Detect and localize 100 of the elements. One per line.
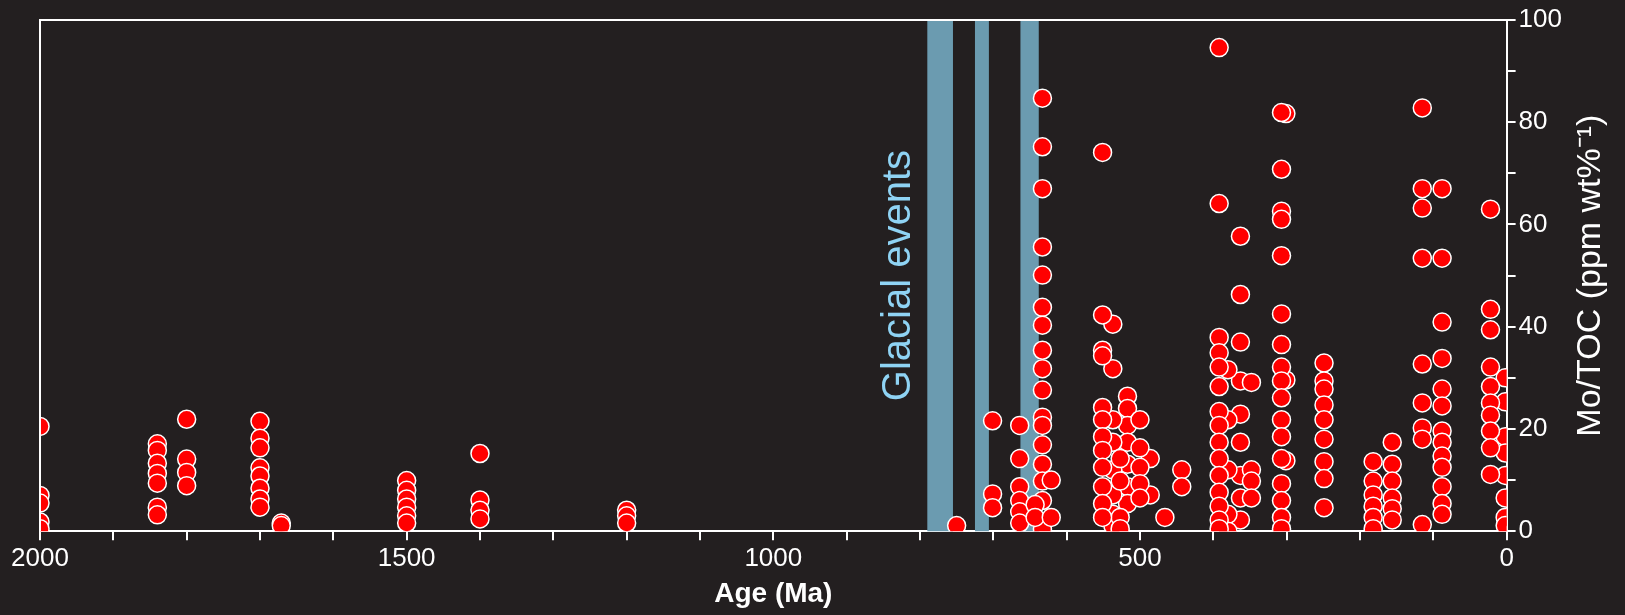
point: [1480, 438, 1501, 458]
point: [1412, 354, 1433, 374]
point: [1480, 405, 1501, 425]
point: [1230, 284, 1251, 305]
point: [1314, 451, 1334, 472]
point: [1130, 410, 1150, 430]
x-tick-label: 0: [1499, 541, 1514, 572]
point: [1092, 440, 1113, 461]
point: [1025, 507, 1045, 528]
x-axis-title: Age (Ma): [714, 576, 833, 608]
point: [1032, 340, 1053, 360]
point: [1432, 457, 1452, 478]
point: [1032, 137, 1053, 157]
point: [1130, 457, 1150, 478]
point: [1271, 426, 1292, 447]
point: [1209, 465, 1229, 486]
y-tick-label: 60: [1518, 207, 1548, 238]
y-tick-label: 0: [1518, 514, 1534, 545]
point: [1092, 457, 1113, 478]
point: [1230, 226, 1251, 246]
point: [176, 475, 197, 496]
point: [1382, 432, 1402, 452]
point: [1032, 265, 1053, 285]
point: [1009, 513, 1030, 532]
point: [1241, 488, 1262, 508]
point: [982, 411, 1003, 431]
point: [1480, 320, 1501, 340]
point: [1271, 245, 1292, 266]
point: [1032, 237, 1053, 257]
point: [1271, 159, 1292, 180]
point: [250, 411, 270, 432]
y-tick-label: 100: [1518, 3, 1563, 34]
y-tick-label: 40: [1518, 309, 1548, 340]
point: [1092, 305, 1113, 325]
point: [1480, 421, 1501, 441]
point: [1412, 248, 1433, 268]
point: [1480, 199, 1501, 219]
point: [1412, 393, 1433, 413]
point: [1271, 388, 1292, 408]
point: [1130, 438, 1150, 458]
point: [1209, 357, 1229, 377]
point: [1480, 299, 1501, 320]
point: [147, 473, 168, 493]
point: [1314, 353, 1334, 373]
point: [1382, 471, 1402, 491]
x-tick-label: 1500: [377, 541, 436, 572]
point: [1412, 178, 1433, 199]
point: [1314, 429, 1334, 449]
y-tick-label: 80: [1518, 105, 1548, 136]
point: [1110, 471, 1130, 491]
point: [1480, 357, 1501, 377]
point: [1092, 346, 1113, 366]
point: [1382, 454, 1402, 474]
point: [1032, 88, 1053, 108]
point: [1382, 510, 1402, 530]
point: [1412, 198, 1433, 218]
point: [1209, 376, 1229, 397]
x-tick-label: 2000: [11, 541, 69, 572]
y-tick-label: 20: [1518, 412, 1548, 443]
point: [1271, 448, 1292, 469]
point: [1432, 379, 1452, 399]
point: [982, 497, 1003, 518]
point: [1209, 432, 1229, 452]
point: [1480, 376, 1501, 397]
point: [1041, 507, 1061, 528]
point: [1092, 410, 1113, 430]
point: [1209, 448, 1229, 469]
point: [1271, 209, 1292, 230]
point: [1314, 468, 1334, 489]
point: [1155, 507, 1175, 528]
point: [1230, 332, 1251, 352]
point: [1271, 102, 1292, 123]
point: [1032, 380, 1053, 400]
point: [470, 443, 490, 464]
point: [1432, 504, 1452, 525]
point: [250, 438, 270, 458]
point: [1271, 334, 1292, 355]
annotation: Glacial events: [874, 149, 919, 402]
point: [1432, 312, 1452, 332]
point: [1032, 454, 1053, 474]
point: [1103, 358, 1123, 379]
point: [1209, 415, 1229, 436]
point: [250, 497, 270, 517]
point: [1241, 372, 1262, 393]
point: [1432, 248, 1452, 268]
point: [1209, 37, 1229, 58]
point: [1172, 476, 1192, 497]
point: [1314, 497, 1334, 518]
point: [1480, 464, 1501, 485]
point: [1412, 98, 1433, 118]
point: [1032, 315, 1053, 335]
point: [1241, 471, 1262, 491]
point: [1130, 488, 1150, 508]
x-tick-label: 500: [1118, 541, 1162, 572]
point: [616, 513, 637, 532]
point: [1032, 435, 1053, 455]
point: [1032, 415, 1053, 436]
point: [1172, 460, 1192, 480]
point: [147, 505, 168, 525]
x-tick-label: 1000: [744, 541, 803, 572]
